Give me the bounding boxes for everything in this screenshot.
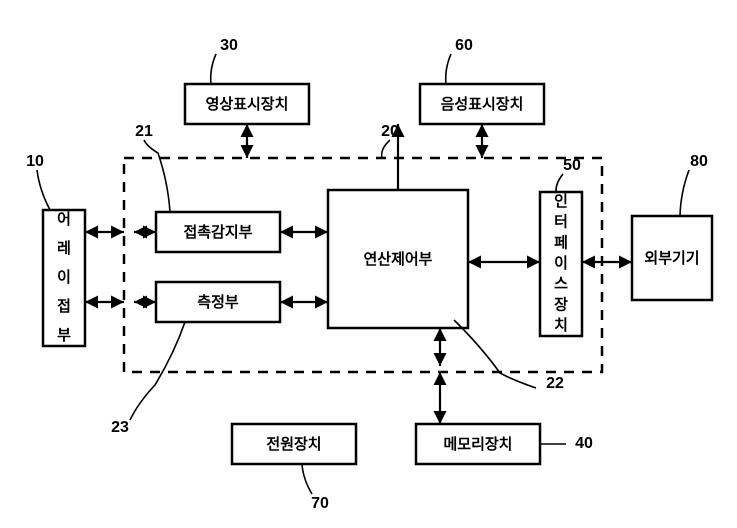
num-label-n10: 10: [26, 153, 44, 170]
leader-n50: [556, 174, 563, 192]
num-label-n22: 22: [546, 375, 564, 392]
num-label-n50: 50: [563, 157, 581, 174]
node-label-n21: 접촉감지부: [183, 223, 252, 241]
node-label-n70: 전원장치: [266, 435, 321, 453]
node-label-n10-1: 레: [57, 240, 71, 257]
leader-n22: [454, 320, 536, 388]
num-label-n23: 23: [111, 419, 129, 436]
node-label-n50-5: 장: [554, 295, 568, 313]
node-label-n50-2: 페: [554, 234, 568, 251]
node-label-n22: 연산제어부: [363, 251, 432, 268]
node-label-n10-2: 이: [57, 269, 71, 286]
leader-n70: [302, 464, 312, 494]
leader-n10: [37, 170, 50, 210]
leader-n30: [211, 54, 216, 84]
num-label-n60: 60: [455, 37, 473, 54]
leader-n60: [446, 54, 451, 84]
node-label-n50-6: 치: [554, 317, 568, 334]
node-label-n50-1: 터: [554, 214, 568, 231]
node-label-n30: 영상표시장치: [206, 95, 289, 113]
node-label-n10-3: 접: [57, 297, 71, 315]
node-label-n10-4: 부: [57, 327, 71, 344]
node-label-n50-3: 이: [554, 255, 568, 272]
num-label-n40: 40: [575, 435, 593, 452]
label-20: 20: [381, 123, 399, 140]
num-label-n80: 80: [690, 153, 708, 170]
num-label-n21: 21: [135, 123, 153, 140]
node-label-n80: 외부기기: [644, 249, 699, 267]
node-label-n23: 측정부: [197, 293, 239, 311]
node-label-n40: 메모리장치: [443, 435, 512, 453]
num-label-n70: 70: [311, 495, 329, 512]
leader-n80: [680, 170, 689, 216]
node-label-n60: 음성표시장치: [441, 95, 524, 113]
num-label-n30: 30: [220, 37, 238, 54]
node-label-n50-0: 인: [554, 192, 568, 210]
leader-n21: [144, 140, 170, 212]
node-label-n10-0: 어: [57, 211, 71, 228]
block-diagram: 20영상표시장치30음성표시장치60어레이접부10접촉감지부21측정부23연산제…: [0, 0, 737, 528]
node-label-n50-4: 스: [554, 276, 568, 293]
